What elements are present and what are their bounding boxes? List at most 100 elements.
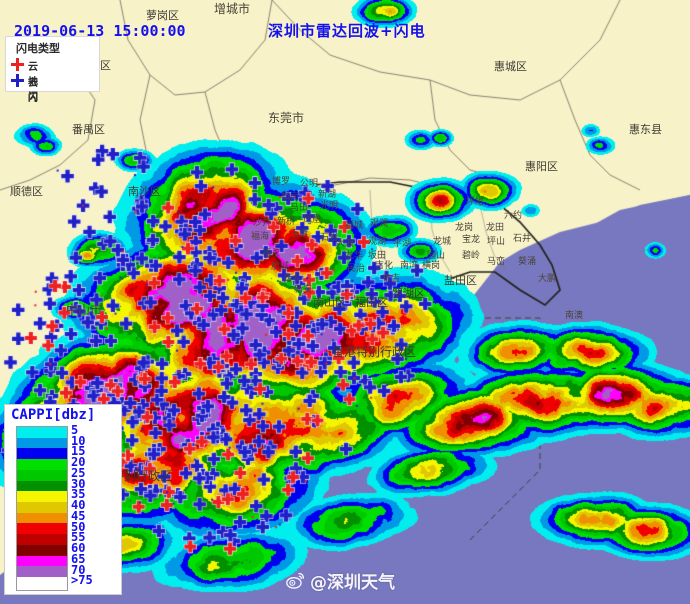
map-place-label: 航城 [271,262,290,272]
map-place-label: 平湖 [393,239,412,249]
cappi-tick-label: 5 [71,423,79,437]
cappi-tick-label: 35 [71,487,86,502]
map-place-label: 西乡 [283,274,302,284]
map-place-label: 布吉 [382,274,401,284]
map-place-label: 马田 [290,203,309,213]
cappi-swatch [17,469,67,481]
cappi-tick-label: 70 [71,562,86,577]
cappi-swatch [17,448,67,460]
cappi-tick-label: 40 [71,498,86,513]
map-place-label: 园山 [427,251,446,261]
map-place-label: 新安 [294,285,313,295]
map-place-label: 罗湖区 [392,287,425,300]
cappi-tick-labels: 5 10 15 20 25 30 35 40 45 50 55 60 65 70 >75 [71,423,117,589]
map-place-label: 坪地 [466,197,485,207]
map-place-label: 惠阳区 [525,160,558,173]
map-place-label: 碧岭 [462,251,481,261]
weibo-icon [286,572,304,589]
watermark-text: @深圳天气 [310,573,395,593]
cappi-swatch [17,523,67,535]
lightning-type-legend: 闪电类型 云地闪 云 闪 [5,36,100,104]
map-place-label: 民治 [347,264,366,274]
map-place-label: 惠城区 [494,60,527,73]
map-place-label: 顺德区 [10,185,43,198]
map-place-label: 南澳 [565,311,584,321]
cappi-colorbar-legend: CAPPI[dbz] 5 10 15 20 25 30 35 40 45 50 55 60 65 70 >7… [4,404,122,595]
map-place-label: 葵涌 [518,257,537,267]
map-place-label: 惠东县 [629,123,662,136]
weibo-watermark: @深圳天气 [286,568,395,593]
map-place-label: 番禺区 [72,123,105,136]
map-place-label: 东莞市 [268,111,305,125]
map-place-label: 中山市 [66,303,103,317]
map-place-label: 玉塘 [290,229,309,239]
map-place-label: 横岗 [422,261,441,271]
cappi-swatch [17,437,67,449]
cappi-tick-label: >75 [71,573,93,588]
map-place-label: 南湾 [400,261,419,271]
map-place-label: 马峦 [487,257,506,267]
map-place-label: 福城 [345,221,364,231]
map-place-label: 凤凰 [303,215,322,225]
map-place-label: 南沙区 [128,185,161,198]
map-place-label: 龙华 [345,251,364,261]
map-place-label: 六约 [504,211,523,221]
cappi-swatch [17,491,67,503]
map-place-label: 福海 [251,232,270,242]
lightning-legend-title: 闪电类型 [16,42,60,55]
page-title: 深圳市雷达回波+闪电 [268,22,426,40]
cappi-swatch [17,534,67,545]
map-place-label: 博罗 [272,177,291,187]
cross-icon [11,58,24,71]
map-place-label: 福田区 [355,296,388,309]
cappi-tick-label: 20 [71,455,86,470]
map-place-label: 光明 [320,201,339,211]
cappi-colorbar [16,426,68,591]
map-place-label: 新桥 [277,217,296,227]
map-place-label: 公明 [300,179,319,189]
cappi-swatch [17,544,67,556]
map-place-label: 坪山 [487,237,506,247]
cappi-tick-label: 60 [71,541,86,556]
map-place-label: 观澜 [370,219,389,229]
legend-label-cloud-to-ground: 云地闪 [28,62,38,103]
cappi-swatch [17,555,67,567]
cappi-tick-label: 15 [71,444,86,459]
map-place-label: 松岗 [281,192,300,202]
cappi-tick-label: 65 [71,551,86,566]
map-place-label: 大鹏 [538,274,557,284]
map-place-label: 萝岗区 [146,9,179,22]
cappi-swatch [17,566,67,578]
cappi-swatch [17,512,67,524]
cappi-tick-label: 30 [71,476,86,491]
cappi-swatch [17,480,67,492]
map-place-label: 香港特别行政区 [332,345,417,359]
map-place-label: 大浪 [336,239,355,249]
map-place-label: 龙岗 [455,223,474,233]
cappi-swatch [17,502,67,513]
map-place-label: 盐田区 [444,274,477,287]
map-place-label: 宝龙 [462,235,481,245]
cappi-swatch [17,459,67,470]
cappi-tick-label: 10 [71,433,86,448]
cappi-swatch [17,577,67,588]
map-place-label: 石井 [513,234,532,244]
cappi-tick-label: 55 [71,530,86,545]
map-place-label: 龙城 [433,237,452,247]
map-place-label: 龙田 [486,223,505,233]
map-place-label: 新湖 [318,190,337,200]
cappi-tick-label: 50 [71,519,86,534]
cappi-swatch [17,427,67,438]
legend-label-cloud-flash: 云 闪 [28,78,38,104]
cross-icon [11,74,24,87]
cappi-tick-label: 25 [71,465,86,480]
cappi-legend-title: CAPPI[dbz] [11,407,96,423]
map-place-label: 观湖 [368,237,387,247]
map-place-label: 南山区 [313,296,346,309]
cappi-tick-label: 45 [71,508,86,523]
map-place-label: 石岩 [320,233,339,243]
map-place-label: 增城市 [214,2,251,16]
map-place-label: 沙井 [253,218,272,228]
map-place-label: 坂田 [368,251,387,261]
